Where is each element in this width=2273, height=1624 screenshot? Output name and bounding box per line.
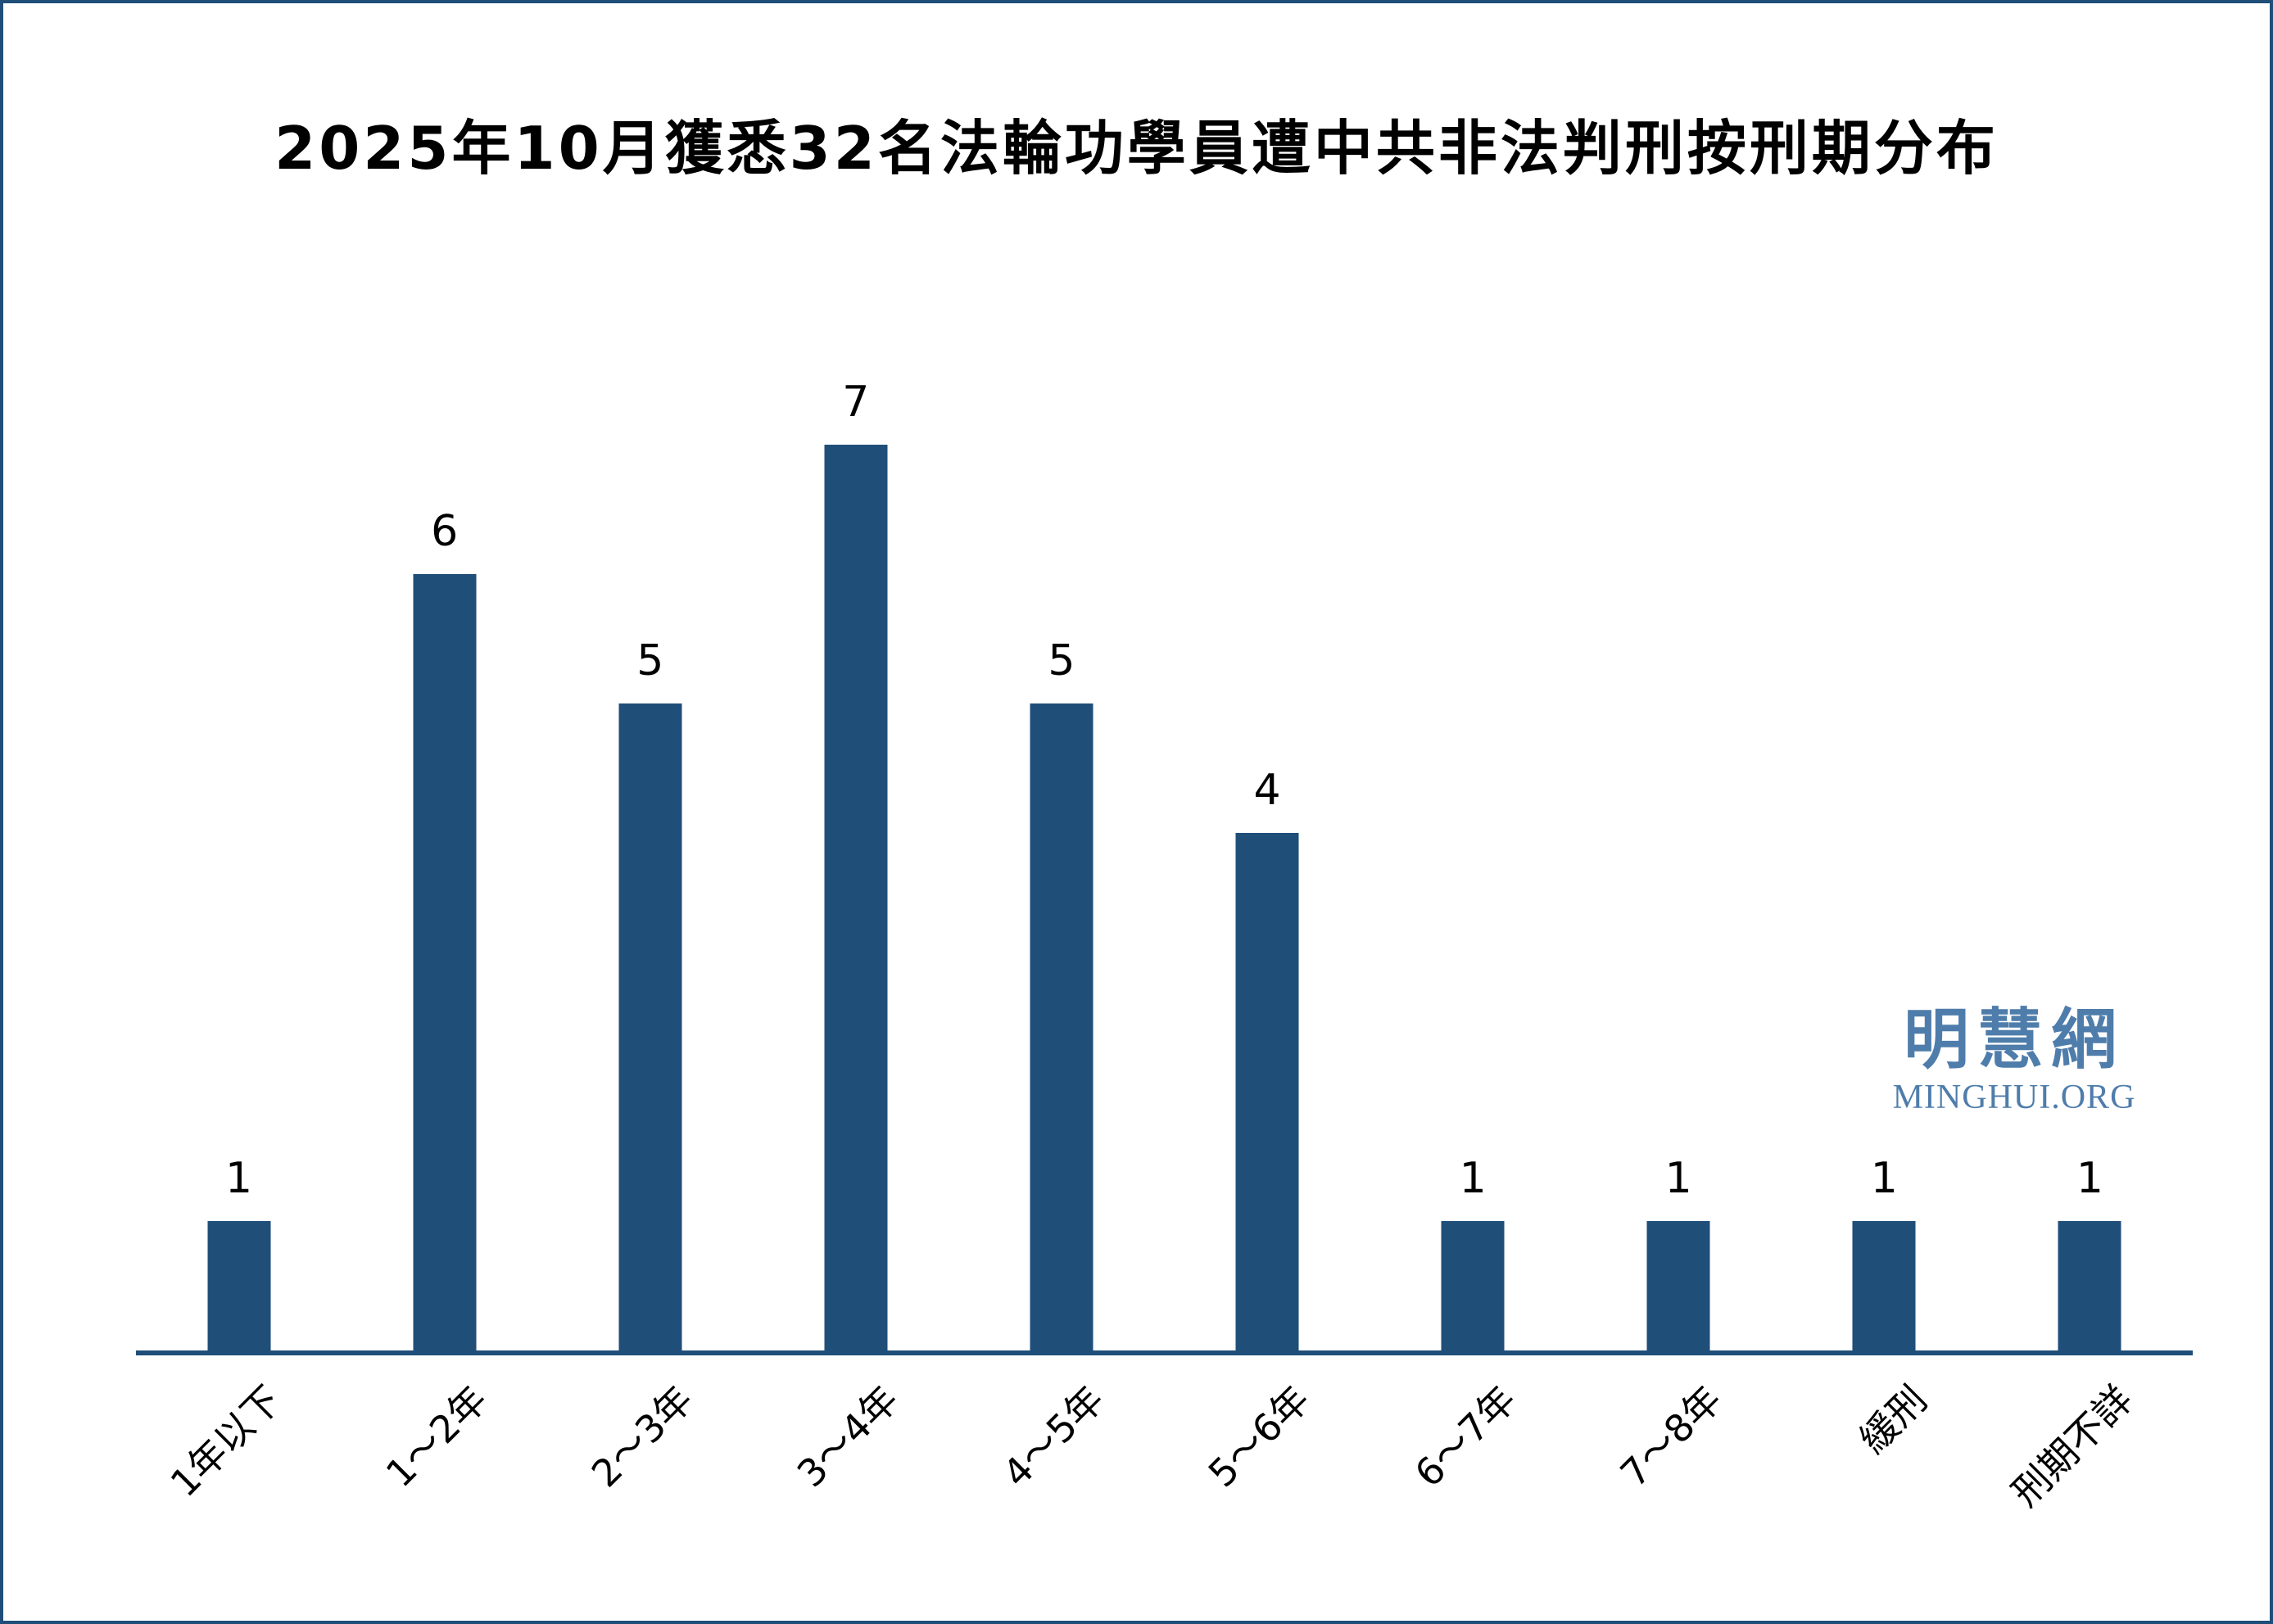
bar-column: 1 緩刑 <box>1850 1154 1936 1462</box>
bar-value-label: 1 <box>1459 1154 1487 1203</box>
bar <box>207 1221 271 1350</box>
bar-column: 4 5～6年 <box>1200 766 1319 1496</box>
bar-column: 1 7～8年 <box>1611 1154 1730 1496</box>
bar-column: 1 刑期不詳 <box>2003 1154 2142 1515</box>
bar-value-label: 1 <box>2076 1154 2103 1203</box>
bar-value-label: 6 <box>431 507 459 556</box>
bar-column: 1 6～7年 <box>1406 1154 1524 1496</box>
bar-column: 6 1～2年 <box>377 507 496 1496</box>
bar <box>618 703 682 1350</box>
bar-column: 5 4～5年 <box>994 636 1113 1496</box>
bar-value-label: 7 <box>842 378 870 427</box>
bar-value-label: 1 <box>1870 1154 1898 1203</box>
bar <box>1030 703 1093 1350</box>
bar <box>413 574 477 1350</box>
x-axis-line <box>136 1350 2193 1355</box>
bar <box>1852 1221 1916 1350</box>
chart-title: 2025年10月獲悉32名法輪功學員遭中共非法判刑按刑期分布 <box>274 114 1999 183</box>
bar-value-label: 5 <box>636 636 664 685</box>
bar-column: 1 1年以下 <box>161 1154 291 1506</box>
bar-column: 7 3～4年 <box>788 378 908 1496</box>
minghui-watermark: 明慧網 MINGHUI.ORG <box>1879 1004 2149 1117</box>
bar-value-label: 1 <box>225 1154 253 1203</box>
bar <box>1441 1221 1505 1350</box>
bar-value-label: 4 <box>1253 766 1281 815</box>
bar-value-label: 1 <box>1664 1154 1692 1203</box>
bar-value-label: 5 <box>1048 636 1075 685</box>
bar-chart: 1 1年以下 6 1～2年 5 2～3年 7 3～4年 5 4～5年 4 5～6年 1 6～7年 1 7～8年… <box>136 364 2193 1515</box>
bar-column: 5 2～3年 <box>582 636 702 1496</box>
bar <box>1646 1221 1710 1350</box>
watermark-cjk-text: 明慧網 <box>1904 1002 2125 1078</box>
bar <box>824 445 888 1350</box>
watermark-url-text: MINGHUI.ORG <box>1892 1079 2136 1116</box>
bar <box>2058 1221 2121 1350</box>
bar <box>1235 833 1299 1350</box>
